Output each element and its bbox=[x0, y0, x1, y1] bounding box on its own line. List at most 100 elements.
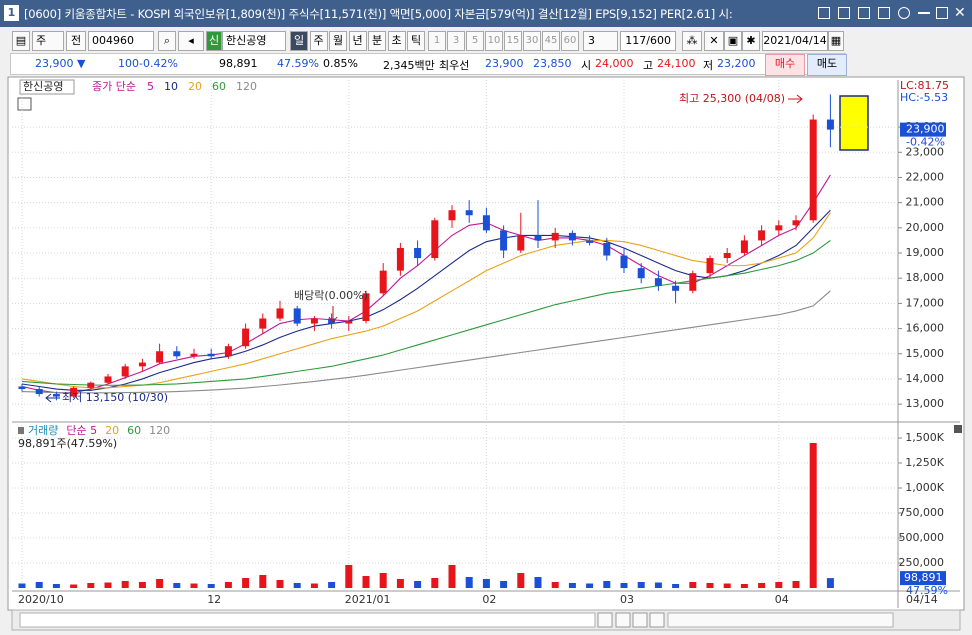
tool-icon[interactable]: ⁂ bbox=[682, 31, 702, 51]
candle-body bbox=[190, 353, 198, 357]
interval-button[interactable]: 45 bbox=[542, 31, 560, 51]
low-label: 최저 13,150 (10/30) bbox=[62, 391, 168, 404]
volume-bar bbox=[396, 579, 404, 588]
window-title: [0600] 키움종합차트 - KOSPI 외국인보유[1,809(천)] 주식… bbox=[24, 7, 733, 21]
calendar-icon[interactable]: ▦ bbox=[828, 31, 844, 51]
x-tick-label: 2020/10 bbox=[18, 593, 64, 606]
minimize-button[interactable] bbox=[918, 12, 930, 14]
interval-button[interactable]: 30 bbox=[523, 31, 541, 51]
volume-bar bbox=[35, 582, 43, 588]
period-button[interactable]: 틱 bbox=[407, 31, 425, 51]
sound-icon[interactable]: ◂ bbox=[178, 31, 204, 51]
candle-body bbox=[706, 258, 714, 274]
last-price-box bbox=[900, 122, 946, 137]
volume-bar bbox=[482, 579, 490, 588]
period-type[interactable]: 주 bbox=[32, 31, 64, 51]
panel-button[interactable] bbox=[954, 425, 962, 433]
candle-body bbox=[482, 215, 490, 231]
interval-button[interactable]: 3 bbox=[447, 31, 465, 51]
x-tick-label: 02 bbox=[482, 593, 496, 606]
menu-icon[interactable]: ▤ bbox=[12, 31, 30, 51]
settings-icon[interactable]: ✱ bbox=[742, 31, 760, 51]
scroll-track[interactable] bbox=[19, 612, 596, 628]
y-tick-label: 22,000 bbox=[906, 170, 945, 183]
high-label: 고 bbox=[643, 59, 654, 72]
low: 23,200 bbox=[717, 57, 756, 70]
window-button[interactable] bbox=[858, 7, 870, 19]
y-tick-label: 1,250K bbox=[905, 456, 944, 469]
candle-body bbox=[293, 308, 301, 324]
period-button[interactable]: 분 bbox=[368, 31, 386, 51]
y-tick-label: 14,000 bbox=[906, 372, 945, 385]
candle-body bbox=[672, 285, 680, 291]
interval-select[interactable]: 3 bbox=[583, 31, 618, 51]
volume-bar bbox=[740, 584, 748, 588]
help-button[interactable] bbox=[898, 7, 910, 19]
period-button[interactable]: 년 bbox=[348, 31, 367, 51]
legend-item: 120 bbox=[149, 424, 170, 437]
last-volume: 98,891 bbox=[904, 571, 943, 584]
interval-button[interactable]: 1 bbox=[428, 31, 446, 51]
window-button[interactable] bbox=[818, 7, 830, 19]
interval-button[interactable]: 10 bbox=[485, 31, 503, 51]
candle-body bbox=[568, 232, 576, 241]
arrow bbox=[788, 94, 803, 104]
mode[interactable]: 전 bbox=[66, 31, 86, 51]
volume-bar bbox=[328, 582, 336, 588]
zoom-slider[interactable] bbox=[667, 612, 894, 628]
candle-body bbox=[224, 346, 232, 357]
moving-average bbox=[21, 212, 831, 389]
candle-body bbox=[431, 220, 439, 259]
volume-bar bbox=[310, 583, 318, 588]
period-button[interactable]: 일 bbox=[290, 31, 308, 51]
legend-item: 60 bbox=[212, 80, 226, 93]
volume-bar bbox=[121, 581, 129, 588]
y-tick-label: 21,000 bbox=[906, 196, 945, 209]
date-input[interactable]: 2021/04/14 bbox=[762, 31, 828, 51]
stock-name[interactable]: 한신공영 bbox=[222, 31, 286, 51]
tool-icon[interactable]: ✕ bbox=[704, 31, 724, 51]
scroll-button[interactable] bbox=[615, 612, 631, 628]
y-tick-label: 500,000 bbox=[899, 531, 945, 544]
interval-button[interactable]: 15 bbox=[504, 31, 522, 51]
y-tick-label: 750,000 bbox=[899, 506, 945, 519]
candle-body bbox=[242, 328, 250, 347]
volume-bar bbox=[551, 582, 559, 588]
count[interactable]: 117/600 bbox=[620, 31, 676, 51]
period-button[interactable]: 주 bbox=[309, 31, 328, 51]
price: 23,900 ▼ bbox=[35, 57, 86, 70]
period-button[interactable]: 초 bbox=[387, 31, 406, 51]
search-icon[interactable]: ⌕ bbox=[158, 31, 176, 51]
candle-body bbox=[35, 389, 43, 395]
maximize-button[interactable] bbox=[936, 7, 948, 19]
badge: 신 bbox=[206, 31, 222, 51]
window-button[interactable] bbox=[838, 7, 850, 19]
volume-bar bbox=[620, 583, 628, 588]
interval-button[interactable]: 5 bbox=[466, 31, 484, 51]
volume-bar bbox=[792, 581, 800, 588]
save-icon[interactable]: ▣ bbox=[724, 31, 742, 51]
legend-item: 20 bbox=[105, 424, 119, 437]
grid-icon[interactable] bbox=[17, 97, 32, 111]
code-input[interactable]: 004960 bbox=[88, 31, 154, 51]
candle-body bbox=[138, 362, 146, 367]
volume-bar bbox=[52, 584, 60, 588]
scroll-button[interactable] bbox=[632, 612, 648, 628]
scroll-button[interactable] bbox=[649, 612, 665, 628]
scroll-button[interactable] bbox=[597, 612, 613, 628]
drawn-box[interactable] bbox=[839, 95, 869, 151]
sell-button[interactable]: 매도 bbox=[807, 54, 847, 76]
window-icon: 1 bbox=[4, 5, 19, 21]
window-button[interactable] bbox=[878, 7, 890, 19]
buy-button[interactable]: 매수 bbox=[765, 54, 805, 76]
volume-bar bbox=[534, 577, 542, 588]
candle-body bbox=[500, 230, 508, 251]
interval-button[interactable]: 60 bbox=[561, 31, 579, 51]
best-ask: 23,900 bbox=[485, 57, 524, 70]
volume-bar bbox=[362, 576, 370, 588]
period-button[interactable]: 월 bbox=[329, 31, 347, 51]
candle-body bbox=[207, 353, 215, 357]
candle-body bbox=[637, 268, 645, 279]
close-button[interactable]: ✕ bbox=[954, 5, 966, 21]
